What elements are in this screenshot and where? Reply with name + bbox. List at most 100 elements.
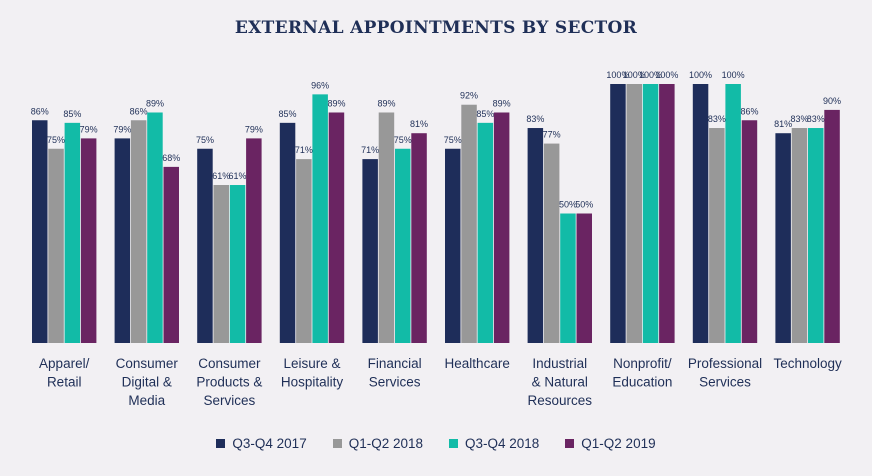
legend-swatch xyxy=(449,439,458,448)
data-label: 83% xyxy=(807,114,825,124)
bar xyxy=(114,138,131,343)
bar xyxy=(296,159,312,343)
bar xyxy=(312,94,328,343)
data-label: 100% xyxy=(606,70,629,80)
data-label: 90% xyxy=(823,96,841,106)
legend-label: Q3-Q4 2018 xyxy=(465,436,540,451)
bar xyxy=(246,138,262,343)
data-label: 85% xyxy=(63,109,81,119)
category-label: Industrial & Natural Resources xyxy=(528,356,593,408)
bar xyxy=(709,128,725,343)
bar xyxy=(610,84,626,343)
bar xyxy=(576,213,592,343)
data-label: 85% xyxy=(476,109,494,119)
data-label: 86% xyxy=(130,106,148,116)
category-label: Nonprofit/Education xyxy=(612,356,672,390)
legend-label: Q3-Q4 2017 xyxy=(232,436,307,451)
category-label: Financial Services xyxy=(368,356,422,390)
data-label: 100% xyxy=(655,70,678,80)
legend-item: Q3-Q4 2018 xyxy=(449,436,539,451)
data-label: 100% xyxy=(722,70,745,80)
data-label: 77% xyxy=(543,130,561,140)
data-label: 86% xyxy=(31,106,49,116)
bar xyxy=(824,109,840,344)
bar xyxy=(461,104,477,343)
data-label: 89% xyxy=(493,98,511,108)
data-label: 61% xyxy=(229,171,247,181)
legend-swatch xyxy=(216,439,226,448)
bar xyxy=(32,120,48,343)
bar xyxy=(626,84,642,343)
bar xyxy=(163,166,179,343)
bar xyxy=(328,112,345,344)
data-label: 75% xyxy=(47,135,65,145)
category-label: Apparel/Retail xyxy=(39,356,90,390)
bar xyxy=(130,120,147,343)
data-label: 96% xyxy=(311,80,329,90)
bar xyxy=(213,185,229,343)
bar xyxy=(808,128,824,343)
data-label: 83% xyxy=(790,114,808,124)
data-label: 83% xyxy=(526,114,544,124)
data-label: 75% xyxy=(196,135,214,145)
bar xyxy=(725,84,741,343)
legend-label: Q1-Q2 2019 xyxy=(581,436,656,451)
data-label: 81% xyxy=(774,119,792,129)
bar xyxy=(560,213,576,343)
bar xyxy=(395,148,411,343)
category-label: Technology xyxy=(773,356,842,371)
legend-item: Q3-Q4 2017 xyxy=(216,436,307,451)
bar xyxy=(493,112,510,344)
bar xyxy=(197,148,213,343)
data-label: 79% xyxy=(245,124,263,134)
data-label: 75% xyxy=(394,135,412,145)
data-label: 100% xyxy=(639,70,662,80)
bar xyxy=(411,133,427,343)
bar xyxy=(527,128,544,343)
bar xyxy=(642,84,659,343)
legend-label: Q1-Q2 2018 xyxy=(348,436,423,451)
category-label: Consumer Digital & Media xyxy=(116,356,179,408)
data-label: 81% xyxy=(410,119,428,129)
data-label: 85% xyxy=(279,109,297,119)
legend-item: Q1-Q2 2019 xyxy=(565,436,656,451)
bar xyxy=(64,122,81,343)
bar xyxy=(543,143,560,343)
category-label: Healthcare xyxy=(445,356,510,371)
legend-swatch xyxy=(332,439,342,448)
legend-item: Q1-Q2 2018 xyxy=(332,436,423,451)
bar xyxy=(147,112,163,344)
bar xyxy=(378,112,395,344)
category-label: Professional Services xyxy=(688,356,762,390)
legend: Q3-Q4 2017 Q1-Q2 2018 Q3-Q4 2018 Q1-Q2 2019 xyxy=(0,436,872,451)
category-label: Leisure & Hospitality xyxy=(281,356,344,390)
data-label: 100% xyxy=(689,70,712,80)
data-label: 68% xyxy=(162,153,180,163)
data-label: 83% xyxy=(708,114,726,124)
bar xyxy=(477,122,494,343)
data-label: 75% xyxy=(444,135,462,145)
bar xyxy=(741,120,758,343)
bar xyxy=(362,159,378,343)
data-label: 50% xyxy=(575,200,593,210)
bar xyxy=(659,84,675,343)
data-label: 89% xyxy=(146,98,164,108)
bar xyxy=(279,122,296,343)
data-label: 89% xyxy=(327,98,345,108)
bar xyxy=(48,148,64,343)
data-label: 79% xyxy=(113,124,131,134)
data-label: 92% xyxy=(460,91,478,101)
category-label: Consumer Products & Services xyxy=(196,356,262,408)
bar xyxy=(791,128,808,343)
data-label: 86% xyxy=(740,106,758,116)
data-label: 79% xyxy=(80,124,98,134)
bar xyxy=(445,148,461,343)
data-label: 100% xyxy=(623,70,646,80)
bar xyxy=(80,138,97,343)
data-label: 61% xyxy=(212,171,230,181)
legend-swatch xyxy=(565,439,575,448)
data-label: 50% xyxy=(559,200,577,210)
bar xyxy=(229,185,246,343)
